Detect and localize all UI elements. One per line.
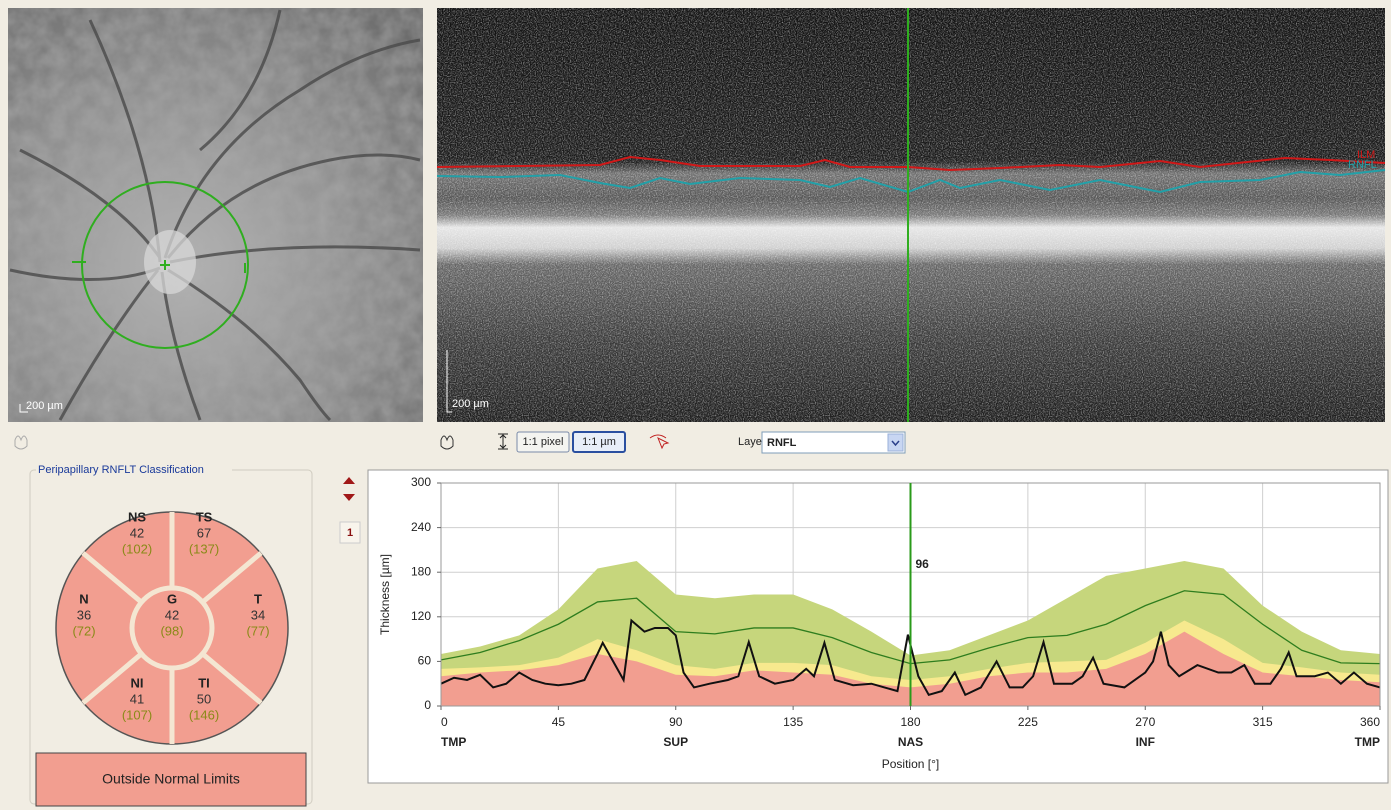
layer-edit-icon[interactable]: [650, 435, 668, 448]
sector-value: 42: [130, 525, 144, 540]
button-label: 1:1 pixel: [523, 436, 564, 448]
hand-icon[interactable]: [441, 436, 453, 449]
sector-reference: (72): [72, 623, 95, 638]
sector-reference: (102): [122, 541, 152, 556]
fundus-texture: [8, 8, 423, 422]
region-label: TMP: [1355, 735, 1380, 749]
button-label: 1:1 µm: [582, 436, 616, 448]
x-tick-label: 315: [1253, 715, 1273, 729]
y-tick-label: 180: [411, 564, 431, 578]
classification-panel: Peripapillary RNFLT Classification Outsi…: [30, 463, 360, 806]
x-tick-label: 360: [1360, 715, 1380, 729]
region-label: INF: [1136, 735, 1155, 749]
sector-name: TS: [196, 509, 213, 524]
layer-value: RNFL: [767, 437, 797, 449]
sector-name: G: [167, 591, 177, 606]
sector-name: TI: [198, 675, 210, 690]
y-tick-label: 240: [411, 520, 431, 534]
x-tick-label: 90: [669, 715, 683, 729]
rnfl-label: RNFL: [1348, 159, 1377, 171]
x-tick-label: 180: [900, 715, 920, 729]
sector-reference: (77): [246, 623, 269, 638]
region-label: TMP: [441, 735, 466, 749]
sector-value: 36: [77, 607, 91, 622]
y-axis-title: Thickness [µm]: [378, 554, 392, 635]
toolbar: 1:1 pixel 1:1 µm Layer: RNFL: [15, 432, 905, 453]
x-axis-title: Position [°]: [882, 757, 940, 771]
y-tick-label: 0: [424, 698, 431, 712]
x-tick-label: 0: [441, 715, 448, 729]
x-tick-label: 45: [552, 715, 566, 729]
optic-disc: [144, 230, 196, 294]
sector-value: 41: [130, 691, 144, 706]
fundus-image: 200 µm: [8, 8, 423, 422]
sector-name: NI: [131, 675, 144, 690]
x-tick-label: 270: [1135, 715, 1155, 729]
region-label: NAS: [898, 735, 923, 749]
sector-name: NS: [128, 509, 146, 524]
sector-reference: (137): [189, 541, 219, 556]
result-label: Outside Normal Limits: [102, 771, 240, 787]
page-arrows[interactable]: [343, 477, 355, 501]
sector-value: 42: [165, 607, 179, 622]
scale-label: 200 µm: [452, 398, 489, 410]
dropdown-button[interactable]: [888, 434, 903, 451]
x-tick-label: 225: [1018, 715, 1038, 729]
hand-icon[interactable]: [15, 436, 27, 449]
sector-reference: (107): [122, 707, 152, 722]
oct-speckle: [437, 8, 1385, 422]
page-number: 1: [347, 527, 353, 539]
y-tick-label: 120: [411, 609, 431, 623]
y-tick-label: 300: [411, 475, 431, 489]
cursor-value: 96: [916, 557, 930, 571]
group-title: Peripapillary RNFLT Classification: [38, 464, 204, 476]
y-tick-label: 60: [418, 654, 432, 668]
region-label: SUP: [663, 735, 688, 749]
sector-name: T: [254, 591, 262, 606]
sector-value: 34: [251, 607, 265, 622]
page: {"fundus": {"scale_label": "200 µm"}, "o…: [0, 0, 1391, 810]
oct-scan: ILM RNFL 200 µm: [437, 8, 1385, 422]
sector-value: 67: [197, 525, 211, 540]
scale-label: 200 µm: [26, 400, 63, 412]
sector-name: N: [79, 591, 88, 606]
sector-value: 50: [197, 691, 211, 706]
screen: 200 µm ILM RNFL 200 µm 1:1 pixel 1:1 µm …: [0, 0, 1391, 810]
sector-reference: (146): [189, 707, 219, 722]
fit-icon[interactable]: [498, 434, 508, 449]
sector-reference: (98): [160, 623, 183, 638]
x-tick-label: 135: [783, 715, 803, 729]
